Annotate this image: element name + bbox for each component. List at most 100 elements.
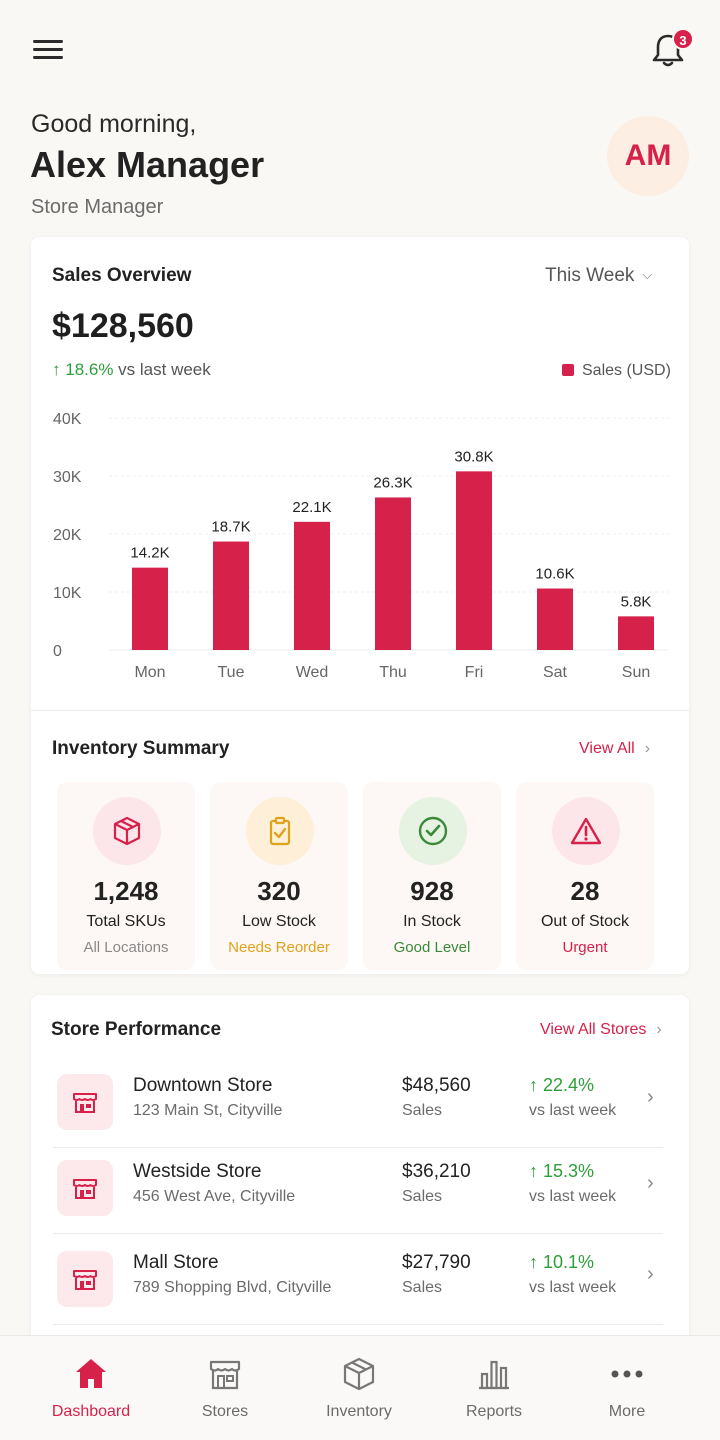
legend-label: Sales (USD) [582, 362, 671, 379]
avatar[interactable]: AM [607, 116, 689, 196]
store-icon-bg [57, 1251, 113, 1307]
store-change: ↑ 10.1% [529, 1252, 594, 1273]
tile-label: Low Stock [242, 913, 316, 930]
y-tick-label: 10K [53, 585, 82, 602]
store-icon [73, 1270, 97, 1290]
store-row-westside[interactable]: Westside Store 456 West Ave, Cityville $… [53, 1146, 663, 1234]
inventory-icon-bg [93, 797, 161, 865]
chart-bar [213, 541, 249, 650]
store-sales-label: Sales [402, 1102, 443, 1119]
tile-label: Total SKUs [86, 913, 166, 930]
bottom-nav: Dashboard Stores Inventory Reports [0, 1335, 720, 1440]
store-row-downtown[interactable]: Downtown Store 123 Main St, Cityville $4… [53, 1060, 663, 1148]
inventory-tile-total-skus[interactable]: 1,248 Total SKUs All Locations [57, 782, 195, 970]
store-address: 123 Main St, Cityville [133, 1102, 283, 1119]
store-sales-label: Sales [402, 1279, 443, 1296]
arrow-up-icon: ↑ [529, 1252, 544, 1272]
y-tick-label: 40K [53, 411, 82, 428]
arrow-up-icon: ↑ [52, 360, 61, 379]
store-address: 789 Shopping Blvd, Cityville [133, 1279, 332, 1296]
section-divider [31, 710, 689, 711]
chart-legend: Sales (USD) [562, 362, 671, 380]
user-role: Store Manager [31, 196, 164, 218]
store-sales-amount: $36,210 [402, 1161, 471, 1182]
menu-button[interactable] [30, 34, 66, 66]
arrow-up-icon: ↑ [529, 1075, 544, 1095]
nav-more[interactable]: More [567, 1336, 687, 1440]
store-performance-title: Store Performance [51, 1019, 222, 1040]
clipboard-check-icon [269, 816, 291, 846]
bar-chart-icon [479, 1360, 509, 1390]
chart-bar [537, 588, 573, 650]
tile-label: Out of Stock [540, 913, 630, 930]
nav-stores[interactable]: Stores [165, 1336, 285, 1440]
x-tick-label: Sat [543, 664, 568, 681]
inventory-icon-bg [246, 797, 314, 865]
store-name: Mall Store [133, 1252, 219, 1273]
store-change-value: 15.3% [543, 1161, 595, 1181]
box-icon [343, 1357, 375, 1391]
store-icon [73, 1093, 97, 1113]
store-change-value: 22.4% [543, 1075, 595, 1095]
inventory-tile-in-stock[interactable]: 928 In Stock Good Level [363, 782, 501, 970]
sales-inventory-card: Sales Overview This Week ⌵ $128,560 ↑ 18.… [31, 237, 689, 974]
inventory-tile-low-stock[interactable]: 320 Low Stock Needs Reorder [210, 782, 348, 970]
row-divider [53, 1324, 663, 1325]
tile-subtext: Needs Reorder [228, 939, 330, 956]
check-circle-icon [418, 816, 448, 846]
store-change-value: 10.1% [543, 1252, 595, 1272]
store-change-label: vs last week [529, 1102, 617, 1119]
bar-value-label: 22.1K [292, 499, 331, 516]
chevron-right-icon: › [647, 1172, 654, 1194]
y-tick-label: 20K [53, 527, 82, 544]
arrow-up-icon: ↑ [529, 1161, 544, 1181]
inventory-view-all-link[interactable]: View All › [579, 740, 650, 758]
legend-swatch [562, 364, 574, 376]
nav-reports[interactable]: Reports [434, 1336, 554, 1440]
store-performance-card: Store Performance View All Stores › Downt… [31, 995, 689, 1355]
chevron-right-icon: › [647, 1086, 654, 1108]
chevron-right-icon: › [644, 740, 651, 757]
tile-value: 928 [410, 876, 454, 906]
home-icon [76, 1359, 106, 1388]
box-icon [113, 816, 141, 846]
tile-subtext: Urgent [562, 939, 608, 956]
period-select[interactable]: This Week ⌵ [545, 265, 652, 287]
menu-icon-line [33, 56, 63, 59]
nav-label: Dashboard [51, 1403, 131, 1420]
menu-icon-line [33, 40, 63, 43]
chart-bar [456, 471, 492, 650]
x-tick-label: Tue [218, 664, 245, 681]
nav-label: Stores [201, 1403, 249, 1420]
warning-icon [570, 817, 602, 845]
chart-bar [375, 497, 411, 650]
inventory-icon-bg [399, 797, 467, 865]
chevron-right-icon: › [656, 1021, 662, 1038]
chart-bar [618, 616, 654, 650]
inventory-tile-out-of-stock[interactable]: 28 Out of Stock Urgent [516, 782, 654, 970]
tile-value: 320 [257, 876, 301, 906]
tile-label: In Stock [403, 913, 461, 930]
nav-inventory[interactable]: Inventory [299, 1336, 419, 1440]
x-tick-label: Wed [296, 664, 329, 681]
sales-growth: ↑ 18.6% vs last week [52, 360, 211, 380]
x-tick-label: Mon [134, 664, 165, 681]
store-sales-label: Sales [402, 1188, 443, 1205]
store-row-mall[interactable]: Mall Store 789 Shopping Blvd, Cityville … [53, 1237, 663, 1325]
inventory-summary-title: Inventory Summary [52, 738, 230, 759]
inventory-icon-bg [552, 797, 620, 865]
view-all-stores-link[interactable]: View All Stores › [540, 1021, 662, 1039]
x-tick-label: Thu [379, 664, 407, 681]
nav-dashboard[interactable]: Dashboard [31, 1336, 151, 1440]
bar-value-label: 10.6K [535, 566, 574, 583]
tile-subtext: All Locations [83, 939, 169, 956]
tile-value: 1,248 [93, 876, 159, 906]
nav-label: Inventory [326, 1403, 392, 1420]
y-tick-label: 30K [53, 469, 82, 486]
store-address: 456 West Ave, Cityville [133, 1188, 296, 1205]
row-divider [53, 1147, 663, 1148]
user-name: Alex Manager [30, 144, 265, 185]
greeting-text: Good morning, [31, 110, 197, 138]
menu-icon-line [33, 48, 63, 51]
store-sales-amount: $27,790 [402, 1252, 471, 1273]
